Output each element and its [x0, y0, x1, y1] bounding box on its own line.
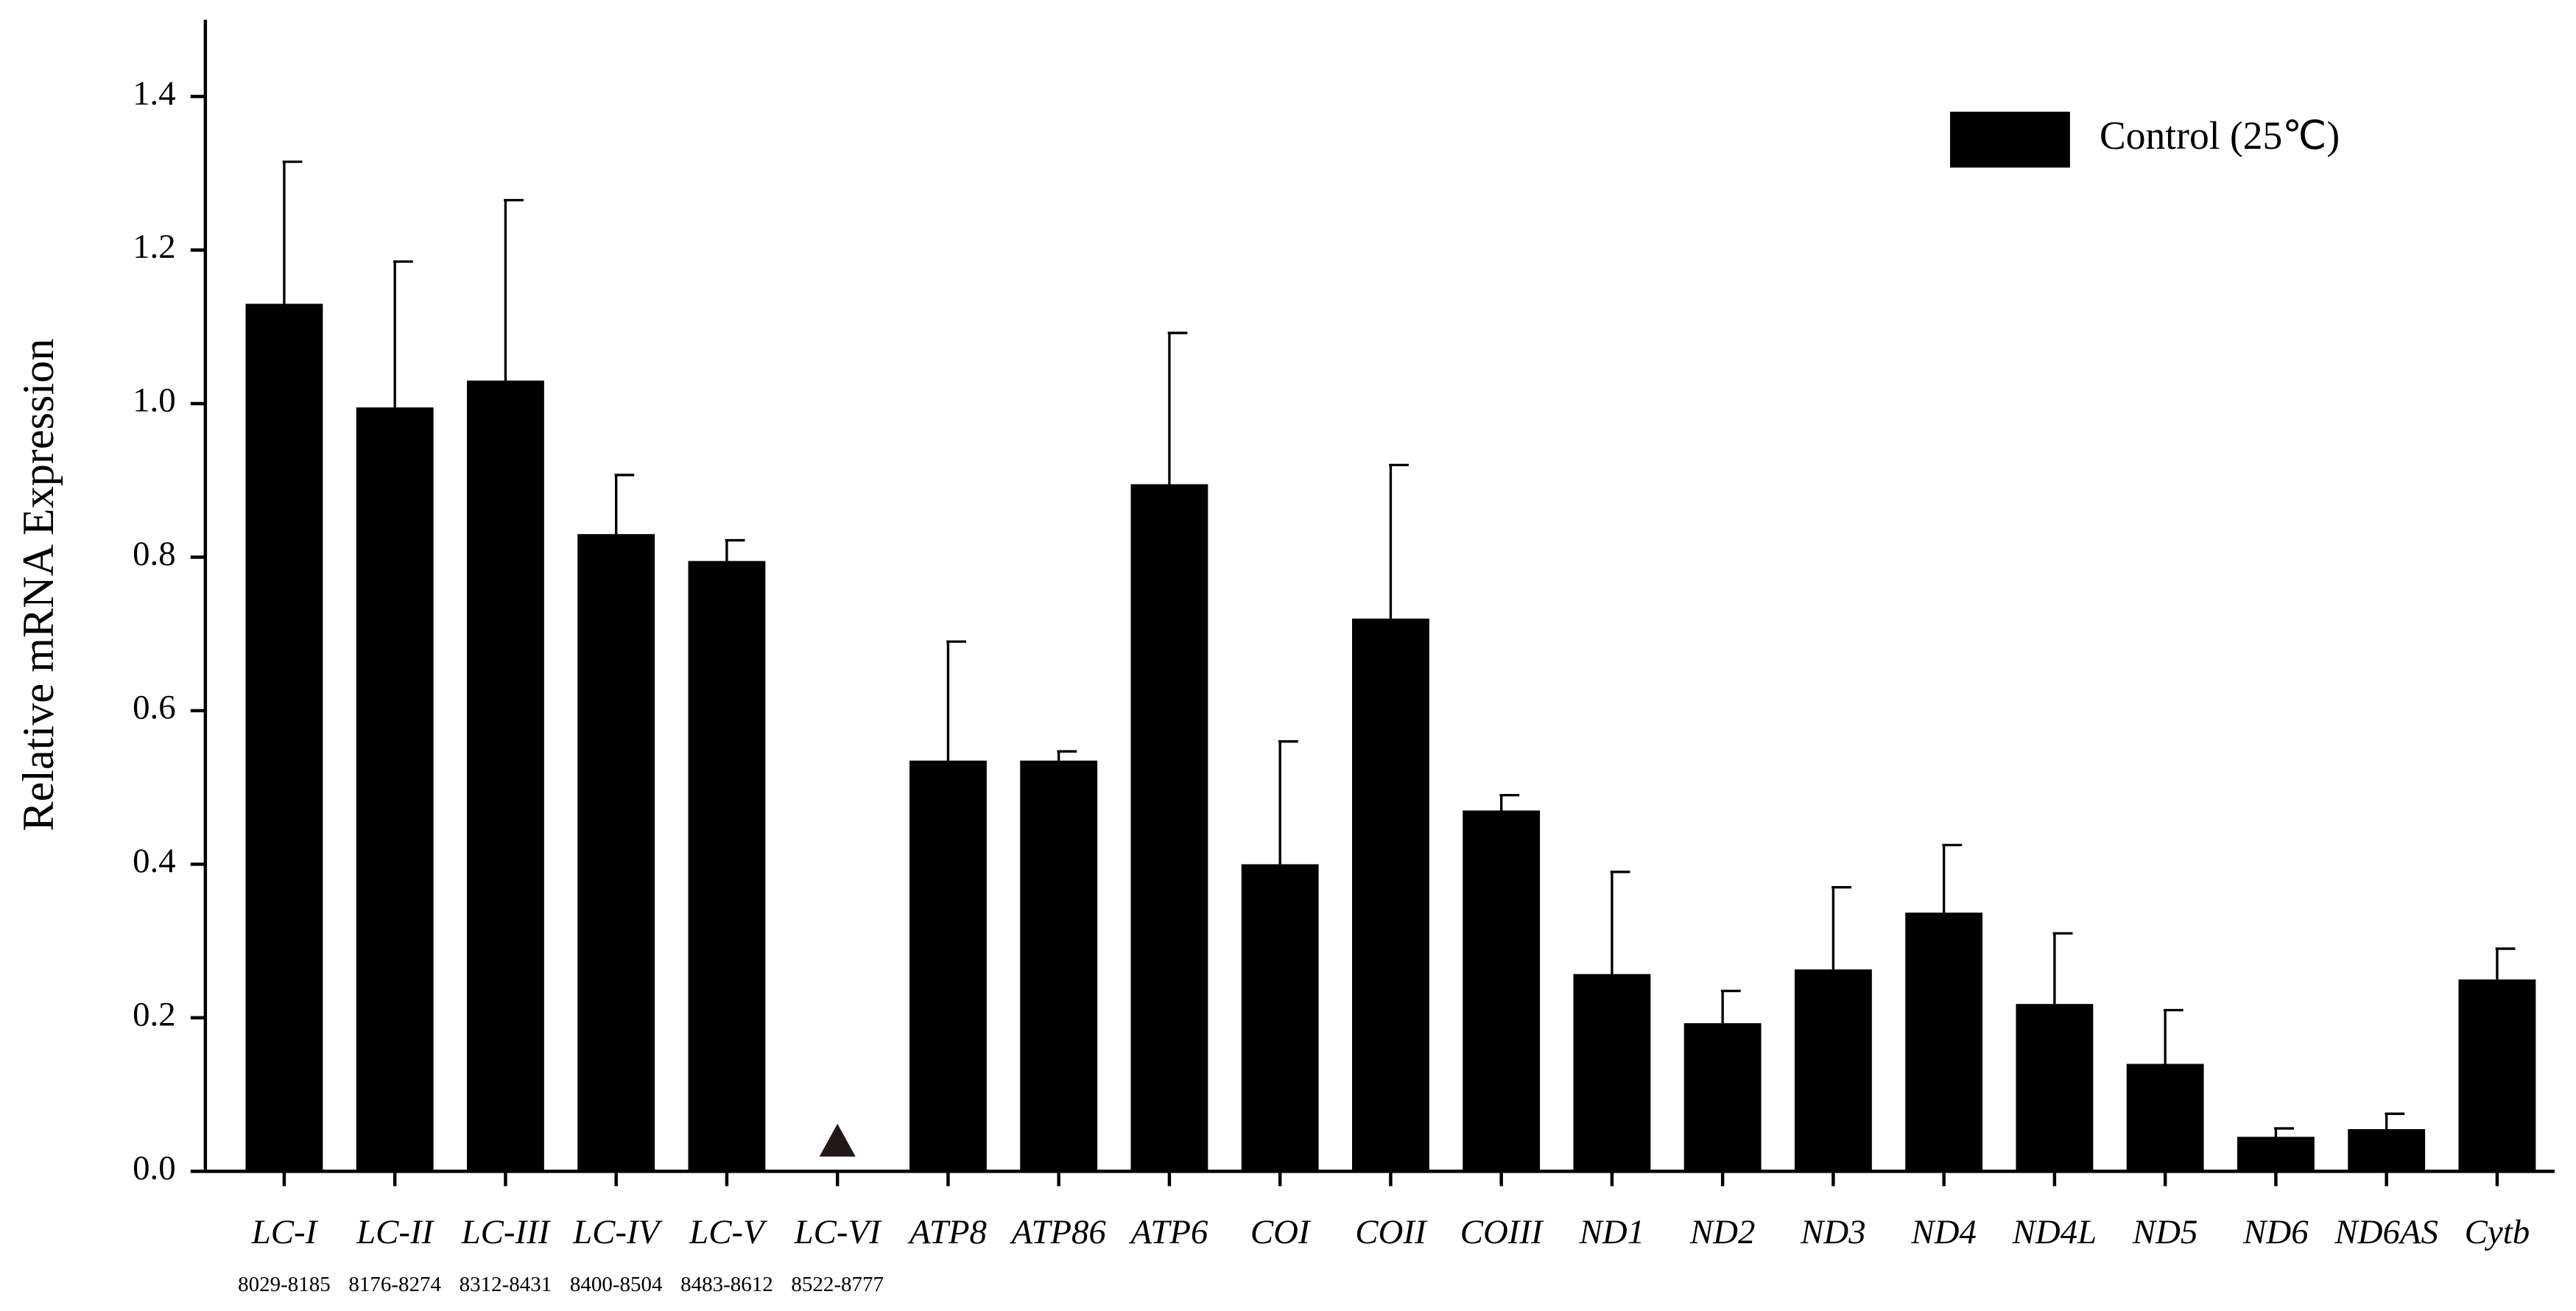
- y-tick-label: 1.0: [133, 382, 176, 420]
- x-tick-sublabel: 8522-8777: [791, 1273, 884, 1296]
- y-tick-label: 1.4: [133, 74, 176, 113]
- bar: [1794, 969, 1872, 1172]
- x-tick-label: LC-IV: [572, 1213, 663, 1251]
- bar: [245, 303, 323, 1172]
- x-tick-label: LC-III: [461, 1213, 552, 1251]
- bar: [1573, 974, 1651, 1172]
- bar: [688, 560, 766, 1172]
- bar: [1352, 618, 1429, 1172]
- legend-swatch: [1950, 111, 2070, 168]
- y-tick-label: 0.8: [133, 535, 176, 573]
- y-axis-label: Relative mRNA Expression: [14, 339, 63, 832]
- x-tick-label: ATP8: [907, 1213, 987, 1251]
- x-tick-label: COI: [1250, 1213, 1312, 1251]
- bar: [2237, 1136, 2315, 1172]
- x-tick-label: COII: [1355, 1213, 1428, 1251]
- x-tick-sublabel: 8400-8504: [570, 1273, 663, 1296]
- x-tick-label: LC-VI: [794, 1213, 882, 1251]
- x-tick-sublabel: 8029-8185: [238, 1273, 331, 1296]
- bar: [577, 534, 655, 1172]
- x-tick-label: COIII: [1460, 1213, 1544, 1251]
- legend-label: Control (25℃): [2100, 113, 2340, 158]
- x-tick-label: ND2: [1689, 1213, 1755, 1251]
- bar: [1683, 1023, 1762, 1172]
- bar: [1130, 484, 1208, 1172]
- bar: [1463, 810, 1541, 1172]
- x-tick-label: ND6AS: [2334, 1213, 2438, 1251]
- y-tick-label: 0.6: [133, 689, 176, 727]
- x-tick-label: ND5: [2132, 1213, 2197, 1251]
- bar: [2016, 1004, 2094, 1172]
- bar: [1020, 760, 1098, 1172]
- x-tick-label: LC-I: [251, 1213, 319, 1251]
- missing-marker: [819, 1123, 856, 1157]
- x-tick-label: Cytb: [2465, 1213, 2530, 1251]
- x-tick-label: ATP6: [1128, 1213, 1208, 1251]
- y-tick-label: 1.2: [133, 228, 176, 266]
- bar: [2126, 1064, 2204, 1172]
- y-tick-label: 0.4: [133, 842, 176, 880]
- x-tick-sublabel: 8483-8612: [680, 1273, 773, 1296]
- bar: [2458, 979, 2536, 1172]
- x-tick-label: ND1: [1579, 1213, 1644, 1251]
- bar: [1905, 913, 1983, 1172]
- bar: [1241, 864, 1319, 1172]
- x-tick-sublabel: 8312-8431: [460, 1273, 552, 1296]
- x-tick-label: LC-V: [689, 1213, 768, 1251]
- x-tick-label: ND3: [1800, 1213, 1865, 1251]
- x-tick-label: ND4L: [2012, 1213, 2097, 1251]
- x-tick-label: ND4: [1910, 1213, 1976, 1251]
- x-tick-label: LC-II: [356, 1213, 434, 1251]
- bar: [356, 407, 434, 1172]
- bar: [467, 380, 544, 1172]
- bar: [909, 760, 987, 1172]
- bar: [2348, 1129, 2426, 1172]
- x-tick-label: ATP86: [1010, 1213, 1107, 1251]
- y-tick-label: 0.2: [133, 996, 176, 1034]
- y-tick-label: 0.0: [133, 1149, 176, 1187]
- x-tick-label: ND6: [2242, 1213, 2309, 1251]
- x-tick-sublabel: 8176-8274: [348, 1273, 441, 1296]
